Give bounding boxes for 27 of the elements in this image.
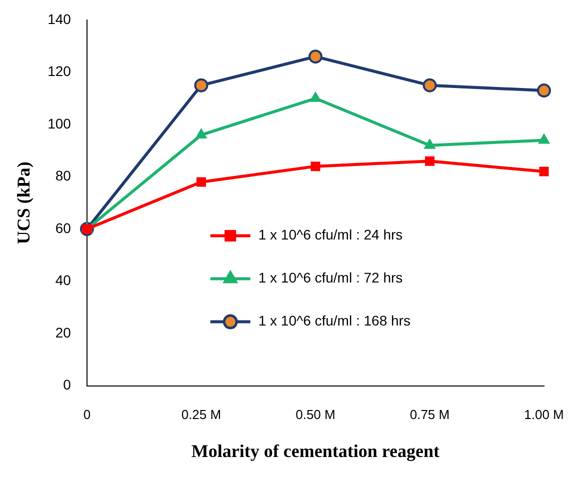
point (422, 78, 437, 92)
legend-label: 1 x 10^6 cfu/ml : 72 hrs (258, 270, 403, 286)
legend-label: 1 x 10^6 cfu/ml : 24 hrs (258, 226, 403, 243)
y-tick-label: 140 (48, 10, 72, 27)
point (538, 134, 550, 144)
y-tick-label: 120 (48, 63, 72, 80)
legend-label: 1 x 10^6 cfu/ml : 168 hrs (258, 312, 410, 329)
x-tick-label: 0.50 M (296, 407, 336, 422)
x-tick-label: 0 (83, 407, 91, 422)
y-tick-label: 20 (55, 324, 72, 340)
point (196, 177, 206, 187)
point (424, 156, 434, 166)
y-tick-label: 100 (48, 115, 72, 132)
y-tick-label: 40 (55, 272, 72, 288)
y-axis-title: UCS (kPa) (13, 162, 34, 244)
y-tick-label: 60 (55, 220, 72, 236)
y-tick-label: 80 (55, 168, 72, 184)
point (537, 84, 551, 98)
y-tick-label: 0 (63, 376, 72, 393)
x-tick-label: 0.25 M (181, 407, 222, 422)
point (194, 78, 208, 92)
point (310, 162, 320, 172)
x-tick-label: 0.75 M (410, 407, 450, 422)
point (308, 50, 322, 64)
x-axis-title: Molarity of cementation reagent (191, 440, 440, 461)
point (539, 166, 549, 176)
x-tick-label: 1.00 M (524, 407, 564, 422)
